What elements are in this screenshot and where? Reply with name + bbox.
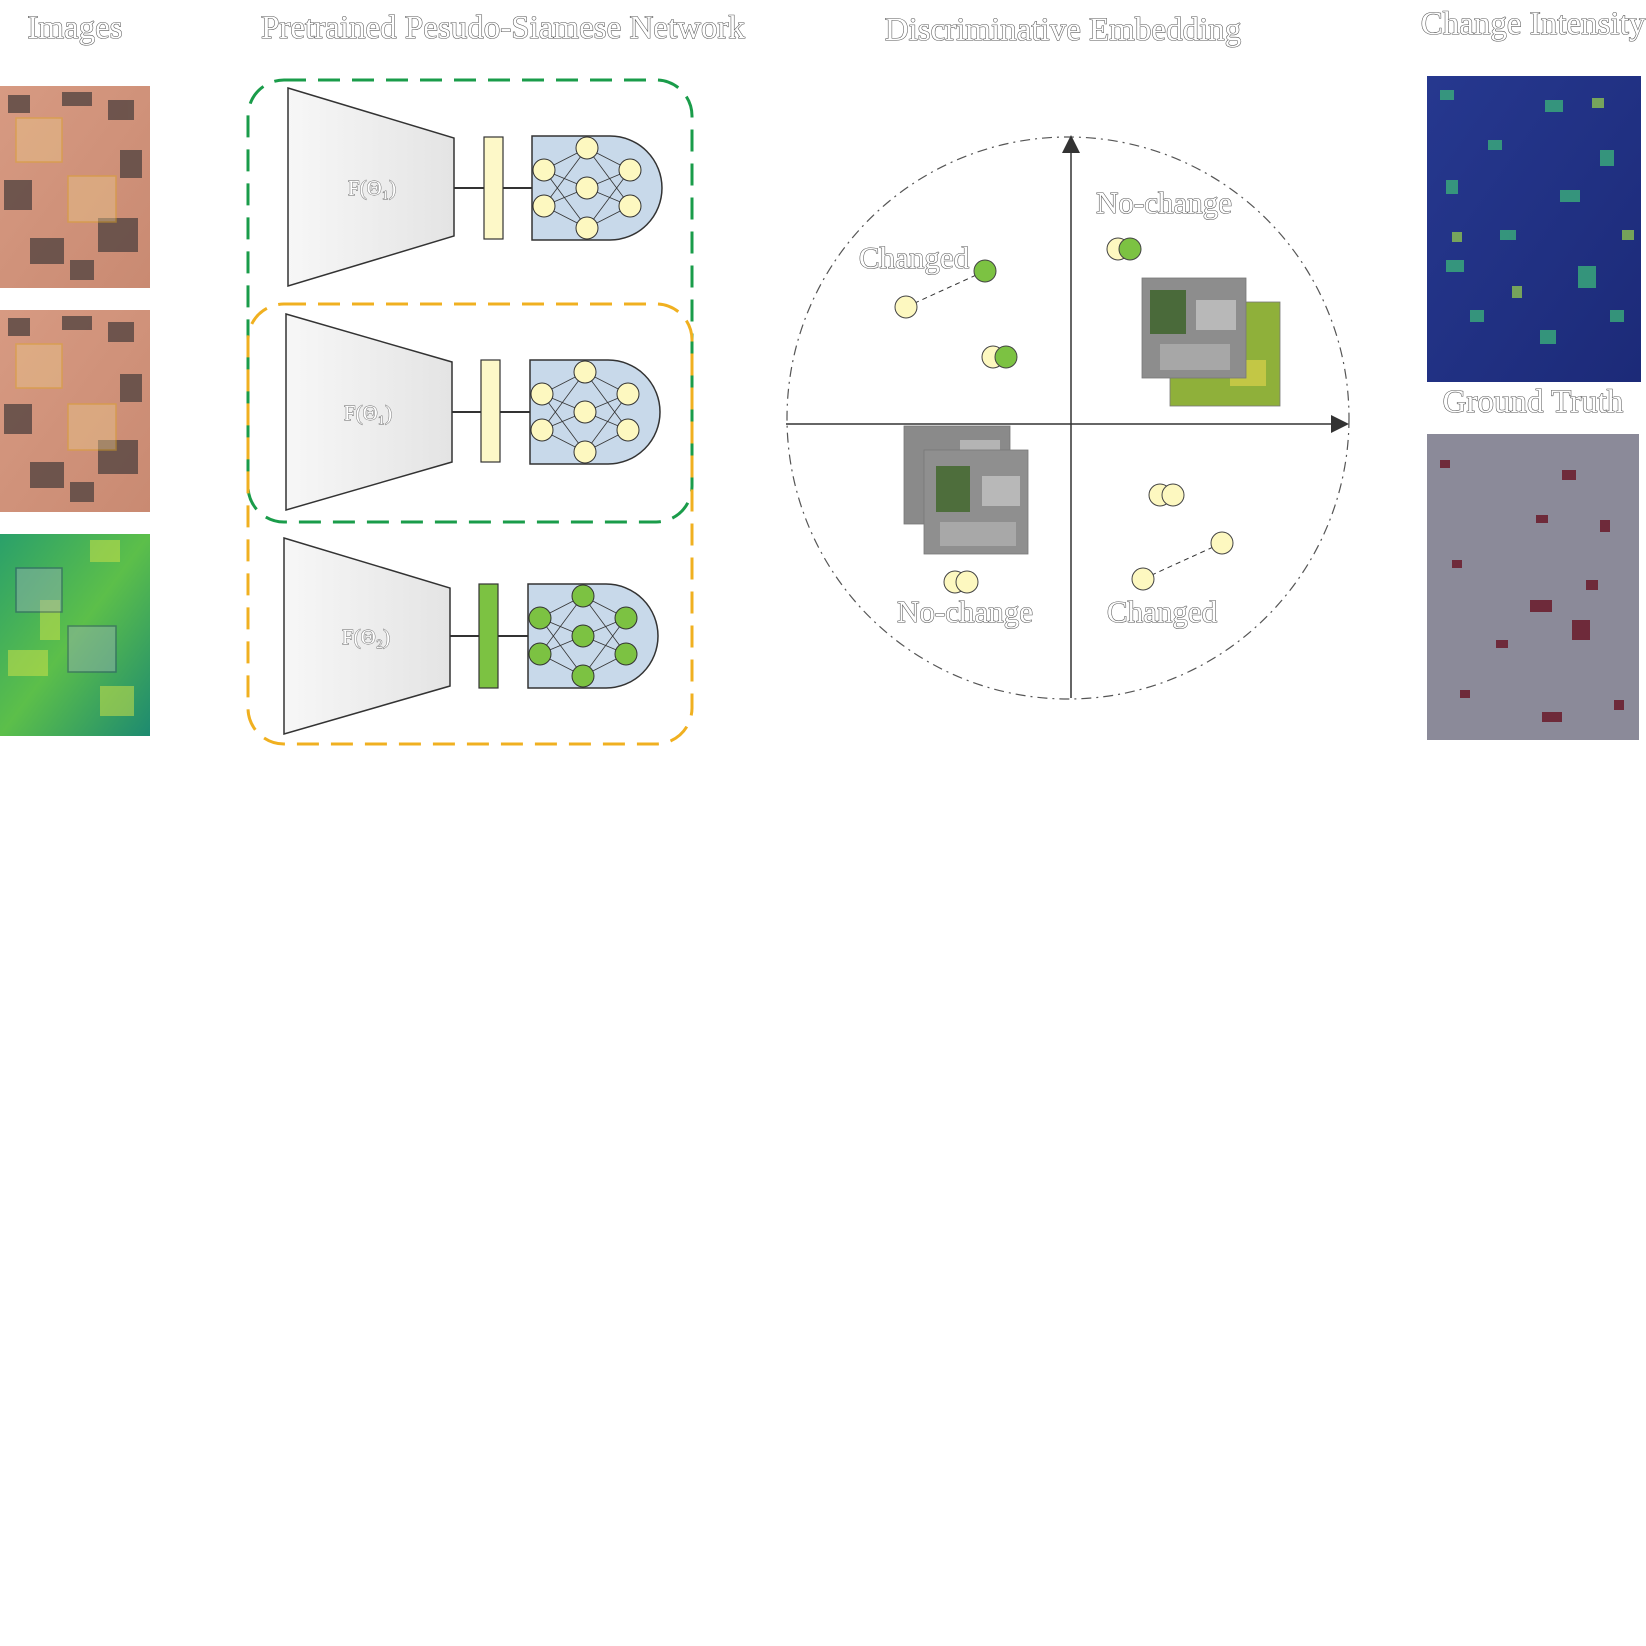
encoder-label-1: F(Θ₁) [348,176,396,200]
embed-point [1131,567,1155,591]
change-intensity-map [1427,76,1641,382]
feature-bar-2 [480,359,501,463]
sample-images-lower-left [903,425,1029,555]
feature-bar-1 [483,136,504,240]
embed-point [894,295,918,319]
images-title: Images [27,10,122,46]
embed-point [973,259,997,283]
input-image-2 [0,310,150,512]
change-intensity-title: Change Intensity [1421,6,1646,42]
sample-images-upper-right [1141,277,1281,407]
green-dashed-group [246,78,694,524]
feature-bar-3 [478,583,499,689]
encoder-block-3: F(Θ₂) [283,536,659,735]
embed-point [1118,237,1142,261]
embed-point [1161,483,1185,507]
ground-truth-title: Ground Truth [1443,384,1624,420]
encoder-label-2: F(Θ₁) [344,401,392,425]
embedding-space: Changed No-change No-change [786,135,1350,700]
orange-dashed-group [246,302,694,746]
label-nochange-lower-left: No-change [897,594,1033,629]
embed-point [994,345,1018,369]
label-changed-upper-left: Changed [859,240,970,275]
input-image-3 [0,534,150,736]
embed-point [955,570,979,594]
encoder-label-3: F(Θ₂) [342,625,390,649]
encoder-block-1: F(Θ₁) [287,86,663,288]
encoder-trapezoid-1 [287,86,455,288]
label-changed-lower-right: Changed [1107,594,1218,629]
embed-point [1210,531,1234,555]
embedding-circle [786,136,1350,700]
encoder-trapezoid-3 [283,536,451,735]
embedding-title: Discriminative Embedding [885,12,1242,48]
encoder-block-2: F(Θ₁) [285,313,661,511]
encoder-trapezoid-2 [285,313,453,511]
ground-truth-map [1427,434,1639,740]
label-nochange-upper-right: No-change [1096,185,1232,220]
input-image-1 [0,86,150,288]
network-title: Pretrained Pesudo-Siamese Network [261,10,745,46]
